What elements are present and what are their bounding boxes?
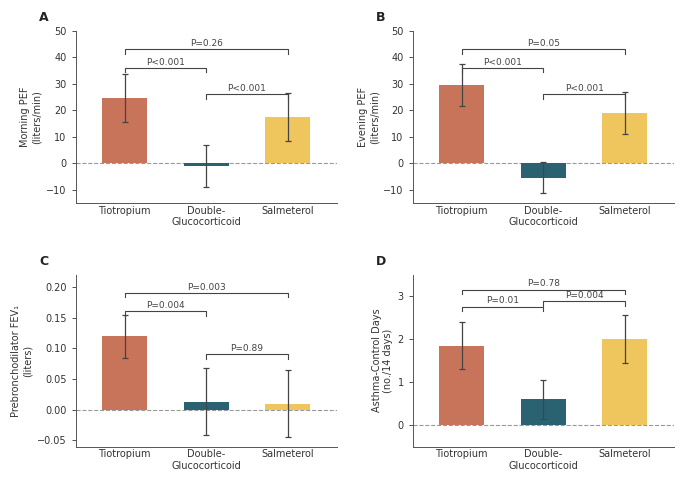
Text: P<0.001: P<0.001 [483, 57, 522, 67]
Y-axis label: Asthma-Control Days
(no./14 days): Asthma-Control Days (no./14 days) [372, 309, 393, 413]
Text: P=0.003: P=0.003 [187, 282, 225, 292]
Bar [265, 117, 310, 163]
Y-axis label: Evening PEF
(liters/min): Evening PEF (liters/min) [358, 87, 379, 147]
Bar [521, 399, 566, 425]
Text: P=0.05: P=0.05 [527, 39, 560, 48]
Y-axis label: Morning PEF
(liters/min): Morning PEF (liters/min) [21, 87, 42, 147]
Text: P=0.004: P=0.004 [146, 301, 185, 310]
Bar [439, 346, 484, 425]
Bar [603, 113, 647, 163]
Bar [439, 85, 484, 163]
Text: P<0.001: P<0.001 [227, 84, 266, 93]
Bar [265, 403, 310, 410]
Text: D: D [376, 255, 386, 268]
Text: C: C [39, 255, 48, 268]
Text: A: A [39, 11, 49, 24]
Bar [184, 163, 229, 166]
Text: P=0.26: P=0.26 [190, 39, 223, 48]
Text: P=0.78: P=0.78 [527, 279, 560, 288]
Bar [184, 402, 229, 410]
Bar [603, 339, 647, 425]
Text: P=0.004: P=0.004 [565, 291, 603, 300]
Text: B: B [376, 11, 386, 24]
Text: P<0.001: P<0.001 [564, 84, 603, 93]
Text: P=0.01: P=0.01 [486, 296, 519, 306]
Bar [102, 98, 147, 163]
Text: P<0.001: P<0.001 [146, 57, 185, 67]
Y-axis label: Prebronchodilator FEV₁
(liters): Prebronchodilator FEV₁ (liters) [11, 305, 33, 416]
Text: P=0.89: P=0.89 [230, 344, 264, 353]
Bar [102, 336, 147, 410]
Bar [521, 163, 566, 177]
